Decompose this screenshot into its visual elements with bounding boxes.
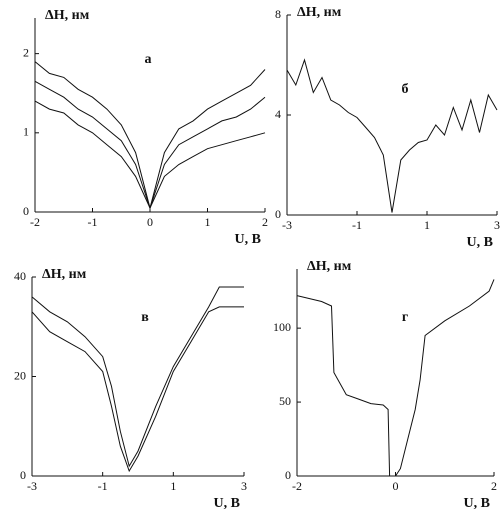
x-tick-label: 3 xyxy=(241,479,247,493)
x-tick-label: 0 xyxy=(393,479,399,493)
panel-letter: г xyxy=(402,310,408,325)
data-line xyxy=(34,80,266,210)
x-tick-label: -1 xyxy=(88,215,98,229)
y-axis-label: ΔH, нм xyxy=(297,5,342,20)
y-axis-label: ΔH, нм xyxy=(42,267,87,282)
x-tick-label: -1 xyxy=(98,479,108,493)
x-tick-label: -2 xyxy=(30,215,40,229)
x-axis-label: U, B xyxy=(464,496,490,511)
y-tick-label: 8 xyxy=(275,7,281,21)
panel-letter: в xyxy=(141,310,149,325)
x-tick-label: -3 xyxy=(27,479,37,493)
x-axis-label: U, B xyxy=(235,232,261,247)
x-axis-label: U, B xyxy=(214,496,240,511)
y-tick-label: 100 xyxy=(273,320,291,334)
y-tick-label: 20 xyxy=(14,368,26,382)
y-tick-label: 50 xyxy=(279,394,291,408)
y-tick-label: 40 xyxy=(14,269,26,283)
data-line xyxy=(31,286,244,468)
x-tick-label: 2 xyxy=(262,215,268,229)
y-tick-label: 0 xyxy=(20,468,26,482)
panel-letter: б xyxy=(402,82,409,97)
data-line xyxy=(31,306,244,473)
x-tick-label: 1 xyxy=(205,215,211,229)
data-line xyxy=(34,100,266,210)
x-axis-label: U, B xyxy=(467,235,493,250)
data-line xyxy=(34,61,266,210)
x-tick-label: 0 xyxy=(147,215,153,229)
y-tick-label: 0 xyxy=(275,207,281,221)
x-tick-label: 1 xyxy=(170,479,176,493)
y-tick-label: 2 xyxy=(23,45,29,59)
x-tick-label: 3 xyxy=(494,218,500,232)
x-tick-label: -3 xyxy=(282,218,292,232)
data-line xyxy=(286,58,498,213)
data-line xyxy=(296,279,495,477)
y-axis-label: ΔH, нм xyxy=(45,8,90,23)
x-tick-label: 2 xyxy=(491,479,497,493)
x-tick-label: 1 xyxy=(424,218,430,232)
panel-letter: а xyxy=(145,52,152,67)
y-tick-label: 1 xyxy=(23,125,29,139)
y-tick-label: 0 xyxy=(23,204,29,218)
y-tick-label: 4 xyxy=(275,107,281,121)
x-tick-label: -1 xyxy=(352,218,362,232)
y-tick-label: 0 xyxy=(285,468,291,482)
x-tick-label: -2 xyxy=(292,479,302,493)
y-axis-label: ΔH, нм xyxy=(307,259,352,274)
